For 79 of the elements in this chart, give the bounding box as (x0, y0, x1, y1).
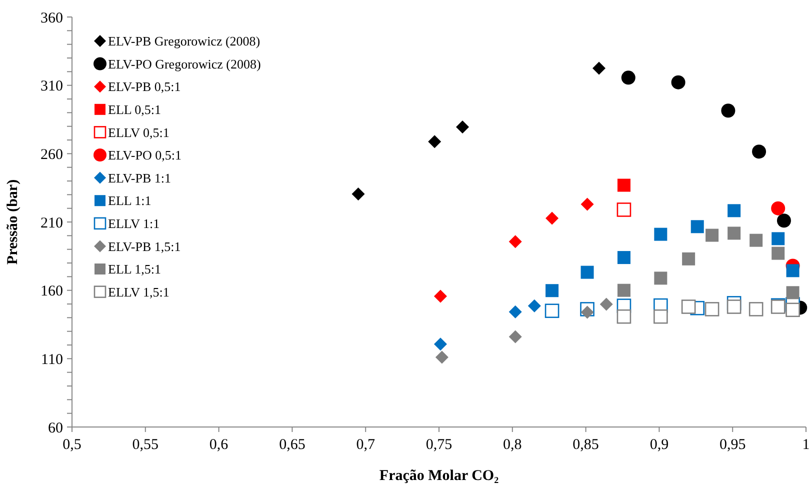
point (752, 144, 766, 159)
x-tick-label: 0,9 (650, 437, 669, 453)
y-tick-label: 160 (40, 284, 63, 300)
x-axis-title: Fração Molar CO₂ (379, 468, 500, 484)
legend-label: ELLV 1:1 (108, 216, 160, 231)
point (580, 266, 594, 279)
legend-label: ELV-PO 0,5:1 (108, 148, 182, 163)
y-tick-label: 310 (40, 78, 63, 95)
legend-label: ELV-PB 1,5:1 (108, 238, 181, 254)
point (706, 228, 719, 242)
point (748, 302, 764, 316)
point (617, 284, 630, 297)
y-axis-title: Pressão (bar) (5, 179, 21, 265)
point (580, 306, 594, 319)
legend-label: ELLV 0,5:1 (108, 124, 170, 140)
point (786, 264, 800, 278)
point (654, 228, 668, 241)
point (726, 300, 742, 314)
point (546, 212, 559, 225)
point (544, 304, 560, 318)
x-tick-label: 0,6 (209, 437, 229, 453)
point (435, 350, 448, 364)
point (776, 214, 791, 228)
point (728, 226, 741, 240)
x-tick-label: 0,85 (572, 437, 599, 453)
point (704, 302, 720, 316)
x-tick-label: 0,5 (62, 437, 82, 453)
legend-label: ELL 1:1 (108, 193, 152, 208)
point (654, 309, 668, 324)
x-tick-label: 0,55 (132, 437, 159, 453)
legend-label: ELV-PB 0,5:1 (108, 79, 181, 94)
y-tick-label: 210 (40, 215, 63, 232)
point (528, 299, 541, 312)
point (772, 246, 785, 260)
legend-label: ELL 0,5:1 (108, 102, 161, 117)
point (690, 220, 704, 234)
point (428, 135, 442, 148)
point (508, 330, 522, 344)
point (654, 272, 668, 285)
point (434, 338, 447, 351)
point (352, 187, 365, 200)
legend-label: ELV-PO Gregorowicz (2008) (108, 56, 261, 72)
y-tick-label: 60 (48, 420, 63, 436)
point (616, 309, 632, 324)
x-tick-label: 0,8 (503, 437, 522, 453)
point (621, 70, 636, 85)
point (508, 235, 522, 248)
x-tick-label: 1 (802, 437, 810, 453)
point (772, 232, 785, 246)
x-tick-label: 0,65 (279, 437, 306, 453)
y-tick-label: 360 (40, 10, 63, 26)
point (434, 290, 447, 303)
point (617, 251, 630, 264)
point (681, 300, 696, 314)
point (600, 298, 613, 311)
legend-label: ELV-PB 1:1 (108, 170, 171, 186)
point (682, 252, 696, 266)
legend-label: ELLV 1,5:1 (108, 284, 170, 300)
y-tick-label: 110 (41, 352, 63, 368)
point (456, 120, 469, 134)
point (671, 75, 686, 90)
point (580, 198, 594, 211)
x-tick-label: 0,75 (426, 437, 452, 453)
x-tick-label: 0,7 (356, 437, 376, 453)
point (721, 104, 736, 118)
point (617, 178, 630, 192)
point (728, 204, 741, 218)
legend-label: ELL 1,5:1 (108, 262, 161, 277)
point (786, 286, 800, 300)
point (771, 201, 786, 216)
legend-label: ELV-PB Gregorowicz (2008) (108, 34, 260, 49)
y-tick-label: 260 (40, 146, 63, 163)
point (546, 284, 559, 298)
point (750, 234, 763, 247)
point (592, 62, 606, 75)
point (508, 305, 522, 318)
point (786, 302, 800, 318)
point (616, 202, 632, 217)
x-tick-label: 0,95 (719, 437, 746, 453)
